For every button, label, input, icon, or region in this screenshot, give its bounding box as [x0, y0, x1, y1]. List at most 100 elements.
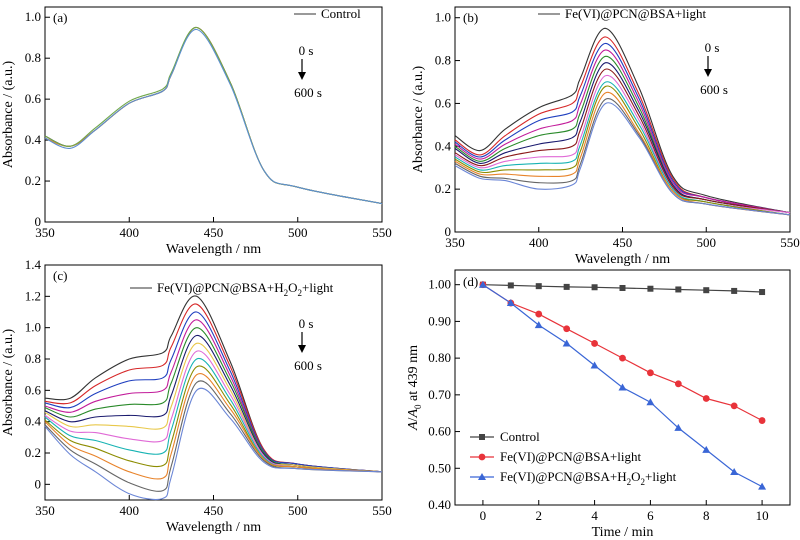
y-tick-label: 1.00 — [428, 277, 451, 292]
x-tick-label: 8 — [703, 508, 710, 523]
series-line — [482, 284, 763, 422]
y-tick-label: 0.4 — [25, 414, 42, 429]
time-arrow-head — [704, 69, 712, 77]
x-tick-label: 400 — [120, 225, 140, 240]
x-tick-label: 450 — [204, 503, 224, 518]
data-point-square — [675, 286, 682, 293]
data-point-square — [647, 285, 654, 292]
data-point-triangle — [646, 398, 655, 406]
spectrum-line — [44, 358, 383, 473]
panel-label: (d) — [463, 274, 478, 289]
time-arrow-head — [298, 345, 306, 353]
data-point-triangle — [702, 445, 711, 453]
spectrum-line — [454, 92, 791, 216]
x-tick-label: 550 — [372, 503, 392, 518]
x-tick-label: 0 — [480, 508, 487, 523]
time-end-label: 600 s — [294, 358, 322, 373]
y-tick-label: 1.0 — [25, 320, 41, 335]
panel-label: (a) — [53, 10, 67, 25]
data-point-square — [563, 283, 570, 290]
data-point-circle — [619, 354, 626, 362]
spectrum-line — [454, 68, 791, 214]
data-point-square — [507, 282, 514, 289]
y-tick-label: 0.2 — [25, 173, 41, 188]
legend-label: Fe(VI)@PCN@BSA+light — [500, 449, 641, 464]
y-tick-label: 0 — [445, 224, 452, 239]
spectrum-line — [454, 42, 791, 214]
panel-2: 350 400 450 500 550 0 0.2 0.4 0.6 0.8 1.0 1.2 1.4 (c)… — [1, 257, 392, 535]
legend-label: Fe(VI)@PCN@BSA+H2O2+light — [500, 469, 677, 487]
x-tick-label: 450 — [613, 235, 633, 250]
spectrum-line — [454, 62, 791, 214]
data-point-triangle — [534, 321, 543, 329]
data-point-circle — [647, 369, 654, 377]
y-tick-label: 0.50 — [428, 460, 451, 475]
x-tick-label: 450 — [204, 225, 224, 240]
y-tick-label: 0.6 — [25, 382, 42, 397]
plot-frame — [44, 6, 383, 223]
y-tick-label: 0.60 — [428, 424, 451, 439]
time-end-label: 600 s — [294, 85, 322, 100]
y-tick-label: 0 — [35, 214, 42, 229]
data-point-square — [703, 287, 710, 294]
legend-label: Fe(VI)@PCN@BSA+light — [565, 6, 706, 21]
spectrum-line — [44, 372, 383, 480]
time-start-label: 0 s — [299, 43, 314, 58]
data-point-circle — [591, 340, 598, 347]
x-tick-label: 500 — [697, 235, 717, 250]
x-tick-label: 400 — [529, 235, 549, 250]
time-arrow-head — [298, 72, 306, 80]
data-point-circle — [674, 380, 682, 388]
x-tick-label: 550 — [372, 225, 392, 240]
y-tick-label: 0.2 — [435, 181, 451, 196]
x-tick-label: 350 — [35, 503, 55, 518]
data-point-square — [731, 287, 738, 294]
x-axis-label: Wavelength / nm — [575, 252, 670, 267]
plot-frame — [44, 264, 383, 501]
data-point-triangle — [478, 280, 487, 288]
legend-marker — [479, 434, 485, 440]
data-point-square — [759, 289, 766, 296]
spectrum-line — [44, 26, 383, 205]
y-tick-label: 0.40 — [428, 497, 451, 512]
spectrum-line — [44, 327, 383, 473]
data-point-triangle — [618, 383, 627, 391]
data-point-triangle — [590, 361, 599, 369]
spectrum-line — [454, 49, 791, 214]
y-axis-label: Absorbance / (a.u.) — [411, 66, 426, 174]
time-start-label: 0 s — [299, 316, 314, 331]
y-tick-label: 0.90 — [428, 313, 451, 328]
data-point-triangle — [758, 482, 767, 490]
x-tick-label: 6 — [647, 508, 654, 523]
x-axis-label: Wavelength / nm — [166, 520, 261, 535]
x-tick-label: 500 — [288, 503, 308, 518]
y-axis-label: Absorbance / (a.u.) — [1, 329, 16, 437]
y-tick-label: 0.8 — [435, 53, 451, 68]
y-axis-label: Absorbance / (a.u.) — [1, 61, 16, 169]
panel-label: (c) — [53, 268, 67, 283]
data-point-triangle — [674, 423, 683, 431]
panel-1: 350 400 450 500 550 0 0.2 0.4 0.6 0.8 1.0 (b) Wavele… — [411, 6, 800, 267]
y-tick-label: 1.2 — [25, 288, 41, 303]
spectrum-line — [44, 26, 383, 205]
spectrum-line — [44, 28, 383, 205]
x-tick-label: 350 — [35, 225, 55, 240]
y-axis-label: A/A0 at 439 nm — [406, 345, 423, 431]
y-tick-label: 0.8 — [25, 351, 41, 366]
data-point-circle — [563, 325, 571, 333]
spectrum-line — [454, 81, 791, 216]
time-start-label: 0 s — [705, 40, 720, 55]
y-tick-label: 1.0 — [435, 10, 451, 25]
panel-3: 0 2 4 6 8 10 0.40 0.50 0.60 0.70 0.80 0.90 1.00 (d) Ti… — [406, 269, 791, 540]
legend-label: Control — [500, 429, 540, 444]
legend-marker — [478, 473, 486, 480]
spectrum-line — [44, 350, 383, 473]
data-point-circle — [702, 395, 710, 402]
spectrum-line — [454, 27, 791, 214]
y-tick-label: 0.70 — [428, 387, 451, 402]
spectrum-line — [44, 303, 383, 473]
y-tick-label: 0.4 — [25, 132, 42, 147]
y-tick-label: 0 — [35, 476, 42, 491]
x-tick-label: 10 — [756, 508, 769, 523]
y-tick-label: 1.4 — [25, 257, 42, 272]
